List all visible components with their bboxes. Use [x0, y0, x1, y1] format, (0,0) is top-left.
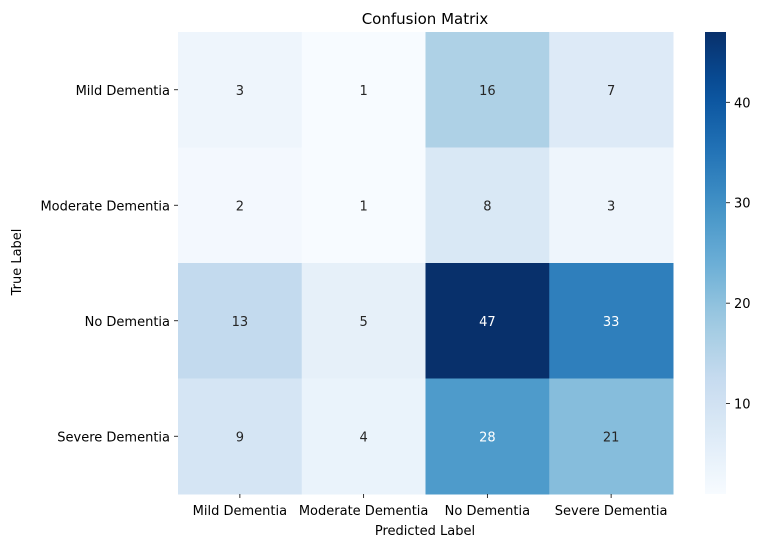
y-tick-label: Mild Dementia — [76, 84, 170, 99]
heatmap-cell — [425, 32, 550, 148]
x-axis-label: Predicted Label — [375, 524, 475, 539]
y-tick-label: Moderate Dementia — [40, 199, 170, 214]
heatmap-cell — [178, 378, 303, 495]
y-axis-ticks: Mild Dementia Moderate Dementia No Dementi… — [40, 84, 178, 445]
y-tick-label: Severe Dementia — [57, 430, 170, 445]
heatmap-cell — [425, 263, 550, 379]
x-axis-ticks: Mild Dementia Moderate Dementia No Dementi… — [193, 494, 668, 519]
heatmap-cell — [178, 263, 303, 379]
cell-value: 1 — [359, 84, 367, 99]
heatmap-cell — [549, 263, 674, 379]
heatmap-cell — [301, 32, 426, 148]
cell-value: 8 — [483, 199, 491, 214]
x-tick-label: No Dementia — [445, 504, 530, 519]
colorbar-tick-label: 20 — [734, 297, 751, 312]
cell-value: 33 — [603, 315, 620, 330]
cell-annotations: 3 1 16 72 1 8 313 5 47 339 4 28 21 — [232, 84, 620, 446]
cell-value: 13 — [232, 315, 249, 330]
heatmap-cells — [178, 32, 674, 495]
cell-value: 47 — [479, 315, 496, 330]
cell-value: 9 — [236, 430, 244, 445]
x-tick-label: Mild Dementia — [193, 504, 287, 519]
cell-value: 1 — [359, 199, 367, 214]
heatmap-cell — [301, 263, 426, 379]
heatmap-cell — [301, 147, 426, 264]
cell-value: 21 — [603, 430, 620, 445]
x-tick-label: Moderate Dementia — [299, 504, 429, 519]
cell-value: 3 — [236, 84, 244, 99]
cell-value: 28 — [479, 430, 496, 445]
colorbar-tick-label: 30 — [734, 197, 751, 212]
heatmap-cell — [425, 378, 550, 495]
cell-value: 5 — [359, 315, 367, 330]
heatmap-cell — [178, 147, 303, 264]
colorbar-ticks: 10 20 30 40 — [726, 96, 751, 413]
colorbar — [705, 32, 726, 494]
cell-value: 3 — [607, 199, 615, 214]
colorbar-tick-label: 10 — [734, 398, 751, 413]
cell-value: 16 — [479, 84, 496, 99]
heatmap-cell — [549, 32, 674, 148]
heatmap-cell — [178, 32, 303, 148]
heatmap-cell — [301, 378, 426, 495]
heatmap-cell — [425, 147, 550, 264]
cell-value: 2 — [236, 199, 244, 214]
chart-title: Confusion Matrix — [362, 10, 489, 28]
cell-value: 7 — [607, 84, 615, 99]
x-tick-label: Severe Dementia — [555, 504, 668, 519]
y-axis-label: True Label — [10, 229, 25, 297]
colorbar-tick-label: 40 — [734, 96, 751, 111]
y-tick-label: No Dementia — [85, 315, 170, 330]
heatmap-cell — [549, 147, 674, 264]
cell-value: 4 — [359, 430, 367, 445]
heatmap-cell — [549, 378, 674, 495]
